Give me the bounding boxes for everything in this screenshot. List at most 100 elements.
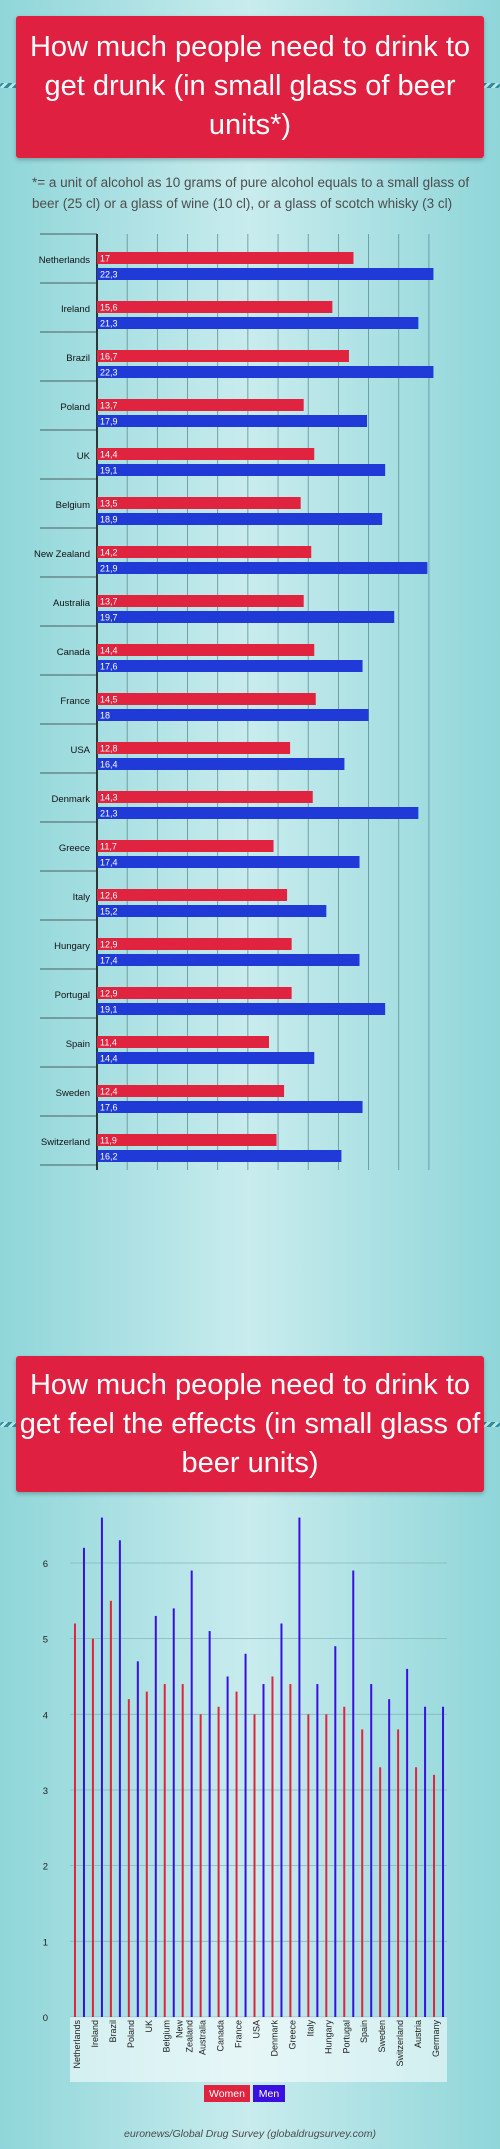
bar-women-italy [97, 889, 288, 901]
category-label-usa: USA [252, 2020, 262, 2039]
category-label-greece: Greece [287, 2020, 297, 2050]
value-label-women-spain: 11,4 [100, 1038, 117, 1048]
bar-men-switzerland [406, 1668, 409, 2017]
category-label-france: France [60, 696, 90, 707]
bar-women-france [97, 693, 316, 705]
bar-women-canada [97, 644, 315, 656]
category-label-usa: USA [70, 745, 90, 756]
value-label-men-poland: 17,9 [100, 417, 118, 427]
value-label-men-denmark: 21,3 [100, 809, 118, 819]
value-label-women-ireland: 15,6 [100, 303, 118, 313]
bar-men-sweden [388, 1699, 391, 2017]
category-label-hungary: Hungary [323, 2020, 333, 2055]
bar-women-netherlands [73, 1623, 76, 2017]
bar-women-denmark [97, 791, 313, 803]
bar-women-belgium [163, 1684, 166, 2017]
bar-women-uk [97, 448, 315, 460]
category-label-hungary: Hungary [54, 941, 90, 952]
bar-men-denmark [280, 1623, 283, 2017]
value-label-women-switzerland: 11,9 [100, 1136, 117, 1146]
category-label-netherlands: Netherlands [72, 2020, 82, 2069]
bar-women-denmark [271, 1676, 274, 2017]
category-label-australia: Australia [198, 2020, 208, 2055]
bar-women-uk [145, 1691, 148, 2017]
bar-women-usa [97, 742, 291, 754]
bar-men-belgium [97, 513, 383, 525]
category-label-france: France [234, 2020, 244, 2048]
source-credit: euronews/Global Drug Survey (globaldrugs… [124, 2128, 376, 2140]
category-label-poland: Poland [60, 402, 90, 413]
bar-women-hungary [325, 1714, 328, 2017]
bar-women-portugal [97, 987, 292, 999]
bar-men-uk [154, 1615, 157, 2017]
value-label-men-hungary: 17,4 [100, 956, 118, 966]
value-label-women-brazil: 16,7 [100, 352, 118, 362]
bar-men-hungary [334, 1646, 337, 2017]
value-label-men-brazil: 22,3 [100, 368, 118, 378]
bar-women-canada [217, 1706, 220, 2017]
bar-men-usa [97, 758, 345, 770]
bar-men-canada [97, 660, 363, 672]
bar-women-ireland [97, 301, 333, 313]
value-label-men-spain: 14,4 [100, 1054, 118, 1064]
bar-women-ireland [91, 1638, 94, 2017]
category-label-brazil: Brazil [108, 2020, 118, 2043]
category-label-new-zealand: New [175, 2020, 185, 2039]
value-label-men-italy: 15,2 [100, 907, 118, 917]
value-label-women-sweden: 12,4 [100, 1087, 118, 1097]
category-label-ireland: Ireland [90, 2020, 100, 2048]
value-label-men-canada: 17,6 [100, 662, 118, 672]
y-tick-label: 1 [43, 1937, 48, 1948]
bar-women-hungary [97, 938, 292, 950]
category-label-germany: Germany [431, 2020, 441, 2058]
category-label-ireland: Ireland [61, 304, 90, 315]
bar-women-france [235, 1691, 238, 2017]
bar-women-switzerland [397, 1729, 400, 2017]
category-label-denmark: Denmark [269, 2020, 279, 2057]
category-label-greece: Greece [59, 843, 90, 854]
legend-men-label: Men [259, 2088, 280, 2100]
value-label-men-portugal: 19,1 [100, 1005, 118, 1015]
category-label-switzerland: Switzerland [395, 2020, 405, 2067]
value-label-men-uk: 19,1 [100, 466, 118, 476]
bar-women-greece [97, 840, 274, 852]
value-label-women-italy: 12,6 [100, 891, 118, 901]
value-label-men-sweden: 17,6 [100, 1103, 118, 1113]
value-label-women-usa: 12,8 [100, 744, 118, 754]
legend-men-swatch [253, 2085, 285, 2102]
bar-women-brazil [109, 1600, 112, 2017]
chart1-footnote: *= a unit of alcohol as 10 grams of pure… [32, 175, 470, 211]
value-label-women-hungary: 12,9 [100, 940, 118, 950]
chart1-title-banner: How much people need to drink to get dru… [16, 16, 484, 158]
bar-men-poland [97, 415, 368, 427]
bar-women-brazil [97, 350, 349, 362]
bar-women-portugal [343, 1706, 346, 2017]
bar-men-france [244, 1653, 247, 2017]
bar-women-spain [97, 1036, 269, 1048]
bar-women-greece [289, 1684, 292, 2017]
value-label-men-greece: 17,4 [100, 858, 118, 868]
drunk-horizontal-bar-chart: 0246810121416182022Netherlands1722,3Irel… [34, 233, 434, 1170]
bar-women-australia [97, 595, 304, 607]
bar-men-italy [97, 905, 327, 917]
bar-men-sweden [97, 1101, 363, 1113]
category-label-spain: Spain [359, 2020, 369, 2043]
bar-women-poland [127, 1699, 130, 2017]
category-label-portugal: Portugal [55, 990, 90, 1001]
category-label-sweden: Sweden [377, 2020, 387, 2053]
bar-men-belgium [172, 1608, 175, 2017]
y-tick-label: 2 [43, 1862, 48, 1873]
bar-men-france [97, 709, 369, 721]
bar-men-uk [97, 464, 386, 476]
bar-men-portugal [352, 1570, 355, 2017]
bar-men-australia [208, 1631, 211, 2017]
bar-men-hungary [97, 954, 360, 966]
category-label-canada: Canada [57, 647, 91, 658]
bar-men-poland [136, 1661, 139, 2017]
category-label-australia: Australia [53, 598, 91, 609]
legend-women-swatch [204, 2085, 250, 2102]
value-label-women-uk: 14,4 [100, 450, 118, 460]
chart2-title: How much people need to drink to get fee… [19, 1369, 481, 1479]
value-label-men-switzerland: 16,2 [100, 1152, 118, 1162]
